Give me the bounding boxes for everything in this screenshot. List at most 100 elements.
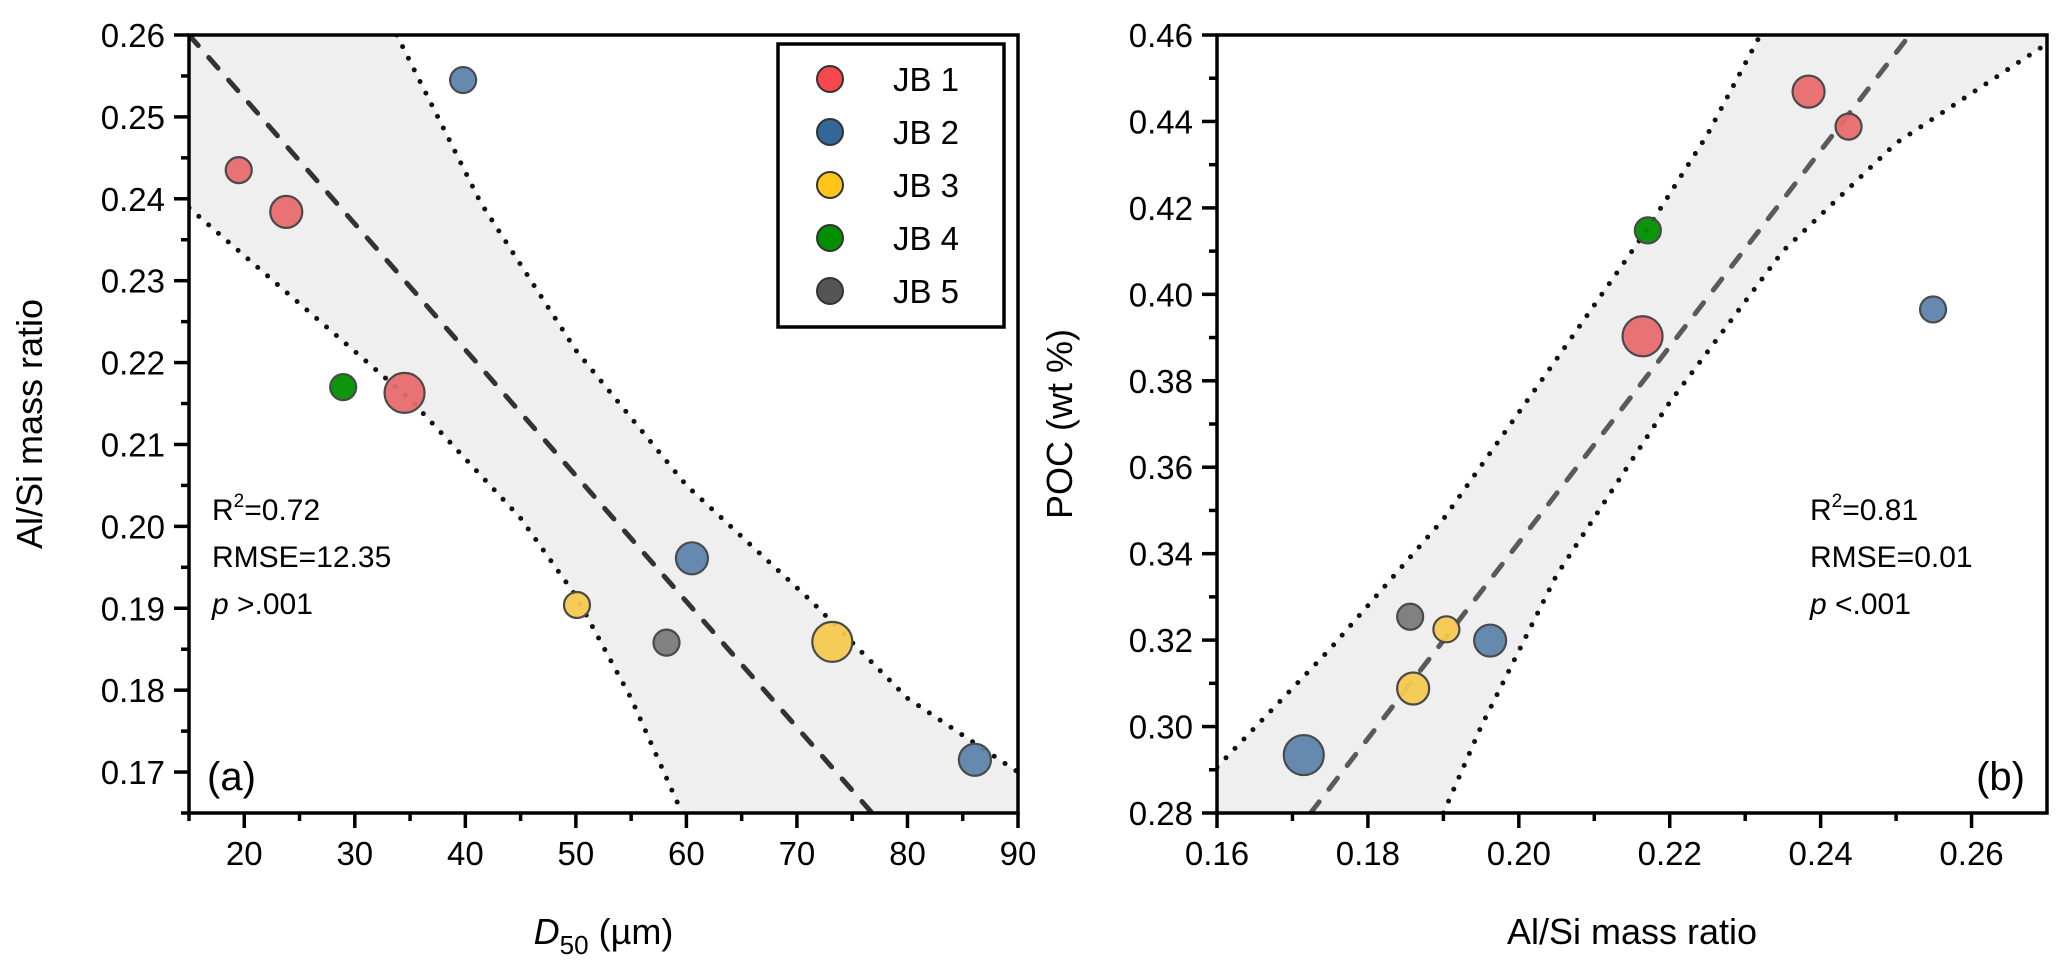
y-tick-label: 0.40 xyxy=(1129,276,1193,313)
data-point-jb3 xyxy=(811,620,854,663)
r-superscript: 2 xyxy=(234,491,245,512)
x-tick-label: 90 xyxy=(1000,835,1037,872)
data-point-jb2 xyxy=(957,742,992,777)
fit-lines xyxy=(189,35,1018,813)
legend-label: JB 5 xyxy=(893,273,959,310)
data-points xyxy=(1282,74,1948,777)
plot-frame xyxy=(187,33,1020,815)
data-point-jb1 xyxy=(224,156,253,185)
legend-label: JB 2 xyxy=(893,114,959,151)
p-value: >.001 xyxy=(229,588,313,621)
y-tick-label: 0.19 xyxy=(101,590,165,627)
data-point-jb1 xyxy=(1834,112,1863,141)
data-point-jb4 xyxy=(1633,216,1662,245)
r-squared-value: =0.72 xyxy=(244,494,320,527)
p-value-text: p >.001 xyxy=(211,588,313,621)
confidence-band-fill xyxy=(189,35,1018,813)
y-tick-label: 0.22 xyxy=(101,345,165,382)
y-tick-label: 0.42 xyxy=(1129,190,1193,227)
legend-label: JB 4 xyxy=(893,220,959,257)
data-point-jb4 xyxy=(329,373,358,402)
data-point-jb2 xyxy=(1473,623,1508,658)
x-tick-label: 60 xyxy=(668,835,705,872)
x-tick-label: 0.20 xyxy=(1487,835,1551,872)
legend-box xyxy=(776,42,1006,329)
p-symbol: p xyxy=(1809,588,1827,621)
legend-marker-jb4 xyxy=(816,224,844,252)
y-tick-label: 0.44 xyxy=(1129,103,1193,140)
y-axis-label: POC (wt %) xyxy=(1039,329,1080,519)
data-point-jb2 xyxy=(1282,733,1325,777)
x-axis-label-unit: (µm) xyxy=(589,911,674,952)
confidence-band-fill xyxy=(1217,35,2047,813)
y-tick-label: 0.17 xyxy=(101,754,165,791)
x-tick-label: 50 xyxy=(558,835,595,872)
data-point-jb3 xyxy=(1432,615,1461,644)
y-tick-label: 0.24 xyxy=(101,181,165,218)
stats-annotation: R2=0.81 RMSE=0.01 p <.001 xyxy=(1809,491,1973,621)
y-tick-label: 0.25 xyxy=(101,99,165,136)
ci-upper-dotted-line xyxy=(394,35,1018,775)
r-label: R xyxy=(212,494,234,527)
data-point-jb5 xyxy=(652,628,681,657)
rmse-text: RMSE=12.35 xyxy=(212,541,391,574)
y-tick-label: 0.36 xyxy=(1129,449,1193,486)
legend: JB 1 JB 2 JB 3 JB 4 JB 5 xyxy=(776,42,1006,329)
x-tick-label: 0.16 xyxy=(1185,835,1249,872)
legend-label: JB 3 xyxy=(893,167,959,204)
ci-upper-dotted-line xyxy=(1217,35,1763,770)
r-label: R xyxy=(1810,494,1832,527)
panel-label-b: (b) xyxy=(1976,755,2025,799)
legend-marker-jb3 xyxy=(816,171,844,199)
x-tick-label: 70 xyxy=(779,835,816,872)
y-tick-label: 0.20 xyxy=(101,508,165,545)
y-tick-label: 0.32 xyxy=(1129,622,1193,659)
axes xyxy=(187,33,1020,815)
ticks: 20 30 40 50 60 70 80 90 0.17 0.18 0.19 0.20 0.21 0.22… xyxy=(101,17,1037,872)
data-point-jb1 xyxy=(269,194,304,229)
data-point-jb5 xyxy=(1396,602,1425,631)
rmse-text: RMSE=0.01 xyxy=(1810,541,1973,574)
legend-label: JB 1 xyxy=(893,61,959,98)
legend-marker-jb2 xyxy=(816,118,844,146)
ci-lower-dotted-line xyxy=(1440,41,2047,813)
confidence-band xyxy=(1217,35,2047,813)
data-point-jb2 xyxy=(1918,295,1948,324)
stats-annotation: R2=0.72 RMSE=12.35 p >.001 xyxy=(211,491,391,621)
regression-dashed-line xyxy=(189,35,875,813)
y-axis-label: Al/Si mass ratio xyxy=(9,299,50,549)
p-value: <.001 xyxy=(1827,588,1911,621)
r-squared-text: R2=0.81 xyxy=(1810,491,1918,527)
data-point-jb1 xyxy=(1621,315,1664,358)
confidence-band xyxy=(189,35,1018,813)
ci-lower-dotted-line xyxy=(189,205,685,813)
legend-marker-jb1 xyxy=(816,65,844,93)
y-tick-label: 0.26 xyxy=(101,17,165,54)
data-point-jb3 xyxy=(1396,671,1431,706)
y-tick-label: 0.23 xyxy=(101,263,165,300)
x-axis-label: Al/Si mass ratio xyxy=(1507,911,1757,952)
y-tick-label: 0.46 xyxy=(1129,17,1193,54)
x-tick-label: 80 xyxy=(889,835,926,872)
y-tick-label: 0.18 xyxy=(101,672,165,709)
x-tick-label: 0.18 xyxy=(1336,835,1400,872)
ticks: 0.16 0.18 0.20 0.22 0.24 0.26 0.28 0.30 0.32 0.34… xyxy=(1129,17,2004,872)
data-points xyxy=(224,65,992,777)
x-tick-label: 40 xyxy=(447,835,484,872)
p-value-text: p <.001 xyxy=(1809,588,1911,621)
legend-marker-jb5 xyxy=(816,277,844,305)
y-tick-label: 0.28 xyxy=(1129,795,1193,832)
data-point-jb2 xyxy=(674,541,710,576)
r-squared-value: =0.81 xyxy=(1842,494,1918,527)
data-point-jb2 xyxy=(449,65,478,95)
data-point-jb1 xyxy=(1791,74,1826,109)
x-axis-label: D50 (µm) xyxy=(534,911,674,960)
y-tick-label: 0.34 xyxy=(1129,536,1193,573)
y-tick-label: 0.30 xyxy=(1129,709,1193,746)
data-point-jb1 xyxy=(383,371,426,414)
x-axis-label-subscript: 50 xyxy=(560,930,589,960)
panel-label-a: (a) xyxy=(207,755,256,799)
y-tick-label: 0.38 xyxy=(1129,363,1193,400)
data-point-jb3 xyxy=(562,590,592,620)
r-squared-text: R2=0.72 xyxy=(212,491,320,527)
